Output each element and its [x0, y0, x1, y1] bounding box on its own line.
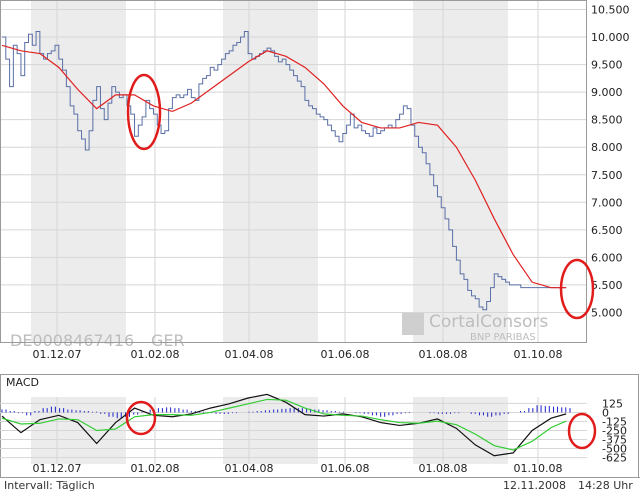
- date-tick-label: 01.10.08: [514, 348, 563, 361]
- date-tick-label: 01.04.08: [225, 348, 274, 361]
- price-axis-labels: 10.500 10.000 9.500 9.000 8.500 8.000 7.500 7.0…: [591, 4, 630, 320]
- macd-gridlines: [0, 397, 587, 464]
- annotation-circle-macd-feb: [125, 400, 157, 436]
- date-tick-label: 01.12.07: [33, 348, 82, 361]
- macd-date-tick-label: 01.10.08: [514, 462, 563, 475]
- interval-label: Intervall: Täglich: [4, 479, 95, 492]
- price-tick-label: 10.500: [591, 4, 630, 17]
- exchange-label: GER: [151, 331, 185, 350]
- price-tick-label: 5.500: [591, 279, 623, 292]
- macd-tick-label: -625: [602, 452, 627, 465]
- month-band: [31, 1, 126, 342]
- date-axis-labels: 01.12.07 01.02.08 01.04.08 01.06.08 01.08.08…: [33, 348, 563, 361]
- macd-histogram: [1, 405, 571, 419]
- time-stamp: 14:28 Uhr: [578, 479, 633, 492]
- price-tick-label: 7.500: [591, 169, 623, 182]
- date-stamp: 12.11.2008: [503, 479, 566, 492]
- macd-date-axis-labels: 01.12.07 01.02.08 01.04.08 01.06.08 01.08.08…: [33, 462, 563, 475]
- price-tick-label: 7.000: [591, 196, 623, 209]
- macd-date-tick-label: 01.02.08: [131, 462, 180, 475]
- annotation-circle-nov: [559, 258, 595, 320]
- macd-date-tick-label: 01.12.07: [33, 462, 82, 475]
- date-tick-label: 01.02.08: [131, 348, 180, 361]
- price-panel-border: [0, 0, 587, 343]
- signal-line: [1, 398, 567, 451]
- moving-average-line: [1, 44, 567, 289]
- macd-line: [1, 393, 567, 457]
- price-tick-label: 6.000: [591, 251, 623, 264]
- price-tick-label: 10.000: [591, 31, 630, 44]
- annotation-circle-macd-nov: [567, 412, 597, 450]
- price-gridlines: [0, 9, 587, 313]
- macd-tick-label: -125: [602, 415, 627, 428]
- macd-tick-label: -500: [602, 443, 627, 456]
- macd-title: MACD: [6, 376, 39, 389]
- watermark-brand: CortalConsors: [429, 312, 548, 332]
- price-tick-label: 5.000: [591, 306, 623, 319]
- price-panel: CortalConsors BNP PARIBAS DE0008467416 G…: [0, 0, 630, 361]
- macd-date-tick-label: 01.06.08: [321, 462, 370, 475]
- macd-date-tick-label: 01.04.08: [225, 462, 274, 475]
- price-tick-label: 8.000: [591, 141, 623, 154]
- date-gridlines: [56, 0, 539, 343]
- macd-tick-label: -250: [602, 425, 627, 438]
- watermark-logo-box: [402, 313, 424, 335]
- price-tick-label: 9.500: [591, 59, 623, 72]
- price-tick-label: 9.000: [591, 86, 623, 99]
- date-tick-label: 01.06.08: [321, 348, 370, 361]
- macd-tick-label: 0: [602, 406, 609, 419]
- annotation-circle-feb: [126, 73, 162, 151]
- price-tick-label: 8.500: [591, 114, 623, 127]
- instrument-id: DE0008467416: [10, 331, 134, 350]
- price-tick-label: 6.500: [591, 224, 623, 237]
- price-line: [2, 31, 567, 311]
- macd-tick-label: -375: [602, 434, 627, 447]
- price-series: [1, 31, 567, 311]
- macd-series: [1, 393, 567, 457]
- cortal-consors-watermark: CortalConsors BNP PARIBAS: [402, 312, 548, 343]
- watermark-subbrand: BNP PARIBAS: [470, 332, 536, 343]
- macd-tick-label: 125: [602, 397, 623, 410]
- macd-date-tick-label: 01.08.08: [419, 462, 468, 475]
- date-tick-label: 01.08.08: [419, 348, 468, 361]
- month-band: [413, 1, 508, 342]
